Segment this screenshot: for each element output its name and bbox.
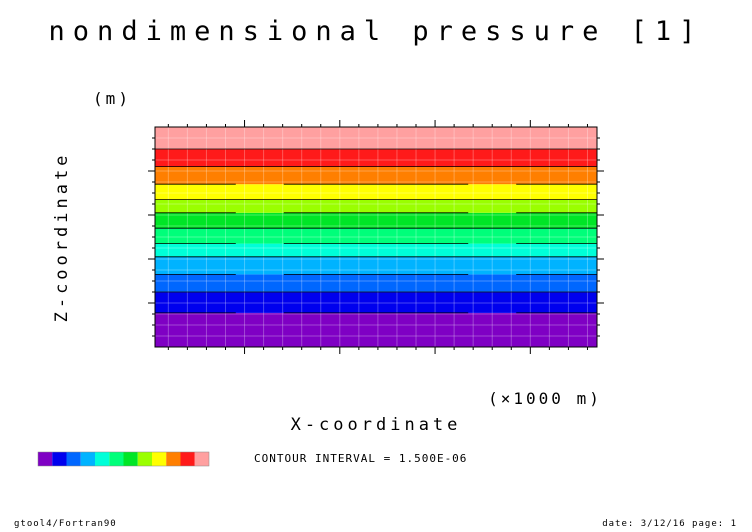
y-axis-label: Z-coordinate: [52, 152, 72, 323]
contour-band: [155, 243, 597, 257]
legend-swatch: [38, 452, 53, 466]
x-unit-label: (×1000 m): [488, 389, 602, 408]
legend-swatch: [95, 452, 110, 466]
legend-swatch: [194, 452, 209, 466]
footer-left: gtool4/Fortran90: [14, 519, 117, 529]
contour-band: [155, 228, 597, 244]
contour-band: [155, 166, 597, 185]
legend-swatch: [80, 452, 95, 466]
legend-swatch: [66, 452, 81, 466]
contour-interval: CONTOUR INTERVAL = 1.500E-06: [254, 452, 467, 465]
contour-band: [155, 274, 597, 292]
legend-swatch: [109, 452, 124, 466]
contour-band: [155, 212, 597, 229]
y-unit-label: (m): [93, 89, 131, 108]
contour-band: [155, 292, 597, 313]
legend-swatch: [52, 452, 67, 466]
legend-swatch: [123, 452, 138, 466]
legend-swatch: [180, 452, 195, 466]
contour-band: [155, 127, 597, 149]
legend-swatch: [137, 452, 152, 466]
legend-swatch: [152, 452, 167, 466]
plot-contours: [155, 148, 597, 314]
color-legend: [37, 451, 210, 467]
contour-band: [155, 312, 597, 347]
contour-band: [155, 184, 597, 200]
legend-frame: [37, 451, 210, 467]
contour-band: [155, 149, 597, 167]
plot-grid: [155, 127, 597, 347]
plot-axes: [148, 120, 604, 354]
chart-title: nondimensional pressure [1]: [49, 16, 704, 47]
contour-band: [155, 199, 597, 213]
footer-right: date: 3/12/16 page: 1: [602, 519, 737, 529]
x-axis-label: X-coordinate: [291, 415, 462, 435]
plot-bands: [155, 127, 597, 347]
legend-swatch: [166, 452, 181, 466]
contour-band: [155, 256, 597, 275]
